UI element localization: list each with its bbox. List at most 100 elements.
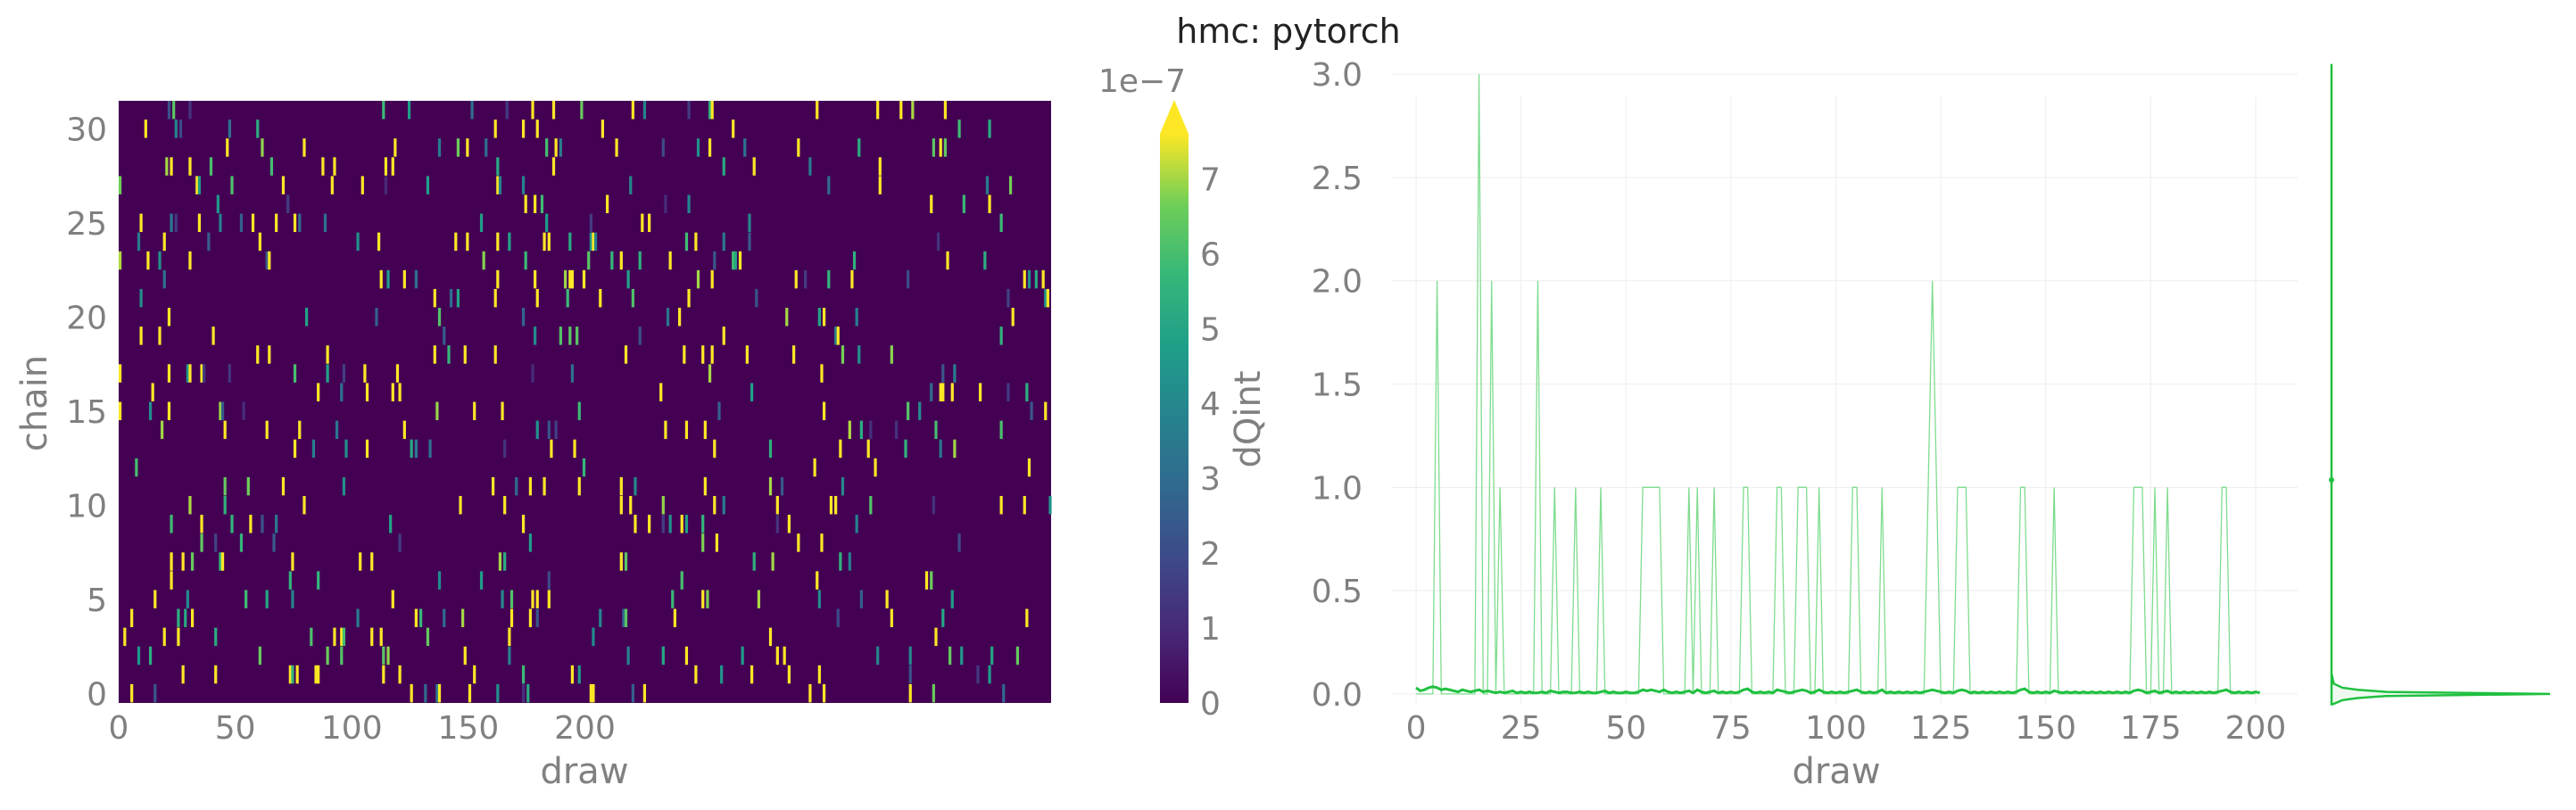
heatmap-cell xyxy=(326,646,329,665)
heatmap-cell xyxy=(286,194,290,213)
heatmap-cell xyxy=(732,120,735,138)
heatmap-cell xyxy=(834,326,838,345)
heatmap-cell xyxy=(638,326,642,345)
heatmap-cell xyxy=(615,138,618,157)
heatmap-cell xyxy=(911,101,915,120)
heatmap-cell xyxy=(738,251,742,270)
heatmap-cell xyxy=(535,120,539,138)
line-x-tick-label: 0 xyxy=(1406,710,1427,747)
heatmap-cell xyxy=(683,345,686,364)
heatmap-cell xyxy=(505,101,509,120)
heatmap-cell xyxy=(631,101,634,120)
heatmap-cell xyxy=(498,552,502,571)
heatmap-cell xyxy=(745,345,749,364)
heatmap-cell xyxy=(521,515,526,533)
heatmap-cell xyxy=(717,401,721,420)
heatmap-cell xyxy=(908,683,912,703)
heatmap-cell xyxy=(748,213,751,233)
heatmap-cell xyxy=(153,590,157,608)
heatmap-cell xyxy=(386,269,390,289)
heatmap-x-label: draw xyxy=(540,751,628,792)
heatmap-cell xyxy=(592,627,595,647)
heatmap-cell xyxy=(827,269,831,289)
heatmap-cell xyxy=(447,345,451,364)
heatmap-cell xyxy=(172,101,176,120)
colorbar-tick-label: 5 xyxy=(1200,311,1221,348)
heatmap-cell xyxy=(223,476,227,496)
heatmap-cell xyxy=(398,533,402,552)
heatmap-cell xyxy=(876,101,880,120)
heatmap-cell xyxy=(1006,383,1010,401)
heatmap-cell xyxy=(732,251,735,270)
heatmap-cell xyxy=(768,627,773,647)
heatmap-x-tick-label: 0 xyxy=(109,710,129,747)
heatmap-cell xyxy=(687,194,691,213)
heatmap-cell xyxy=(524,251,527,270)
heatmap-cell xyxy=(137,646,141,665)
heatmap-cell xyxy=(918,401,922,420)
heatmap-cell xyxy=(402,269,406,289)
heatmap-cell xyxy=(534,269,537,289)
heatmap-cell xyxy=(1025,383,1029,401)
heatmap-cell xyxy=(356,232,360,252)
heatmap-cell xyxy=(1002,683,1006,703)
heatmap-cell xyxy=(174,213,178,233)
heatmap-y-tick-label: 15 xyxy=(66,394,107,431)
heatmap-cell xyxy=(223,495,227,515)
heatmap-cell xyxy=(1027,458,1031,477)
heatmap-cell xyxy=(437,138,442,157)
heatmap-cell xyxy=(508,232,511,252)
heatmap-cell xyxy=(496,232,500,252)
heatmap-cell xyxy=(950,590,954,608)
heatmap-x-tick-label: 200 xyxy=(554,710,616,747)
heatmap-cell xyxy=(1008,176,1013,194)
heatmap-cell xyxy=(223,420,227,440)
heatmap-cell xyxy=(443,608,446,628)
heatmap-cell xyxy=(515,476,518,496)
heatmap-cell xyxy=(715,533,719,552)
heatmap-cell xyxy=(342,476,346,496)
heatmap-cell xyxy=(485,138,488,157)
heatmap-cell xyxy=(463,646,467,665)
heatmap-cell xyxy=(463,345,467,364)
heatmap-cell xyxy=(673,608,676,628)
heatmap-cell xyxy=(340,383,344,401)
heatmap-cell xyxy=(493,120,497,138)
heatmap-cell xyxy=(496,269,500,289)
heatmap-cell xyxy=(661,515,665,533)
heatmap-cell xyxy=(841,345,845,364)
heatmap-cell xyxy=(932,138,935,157)
heatmap-cell xyxy=(619,476,623,496)
heatmap-cell xyxy=(684,420,689,440)
heatmap-cell xyxy=(435,401,439,420)
line-x-tick-label: 175 xyxy=(2120,710,2182,747)
heatmap-cell xyxy=(256,345,260,364)
heatmap-cell xyxy=(228,120,231,138)
heatmap-cell xyxy=(816,101,819,120)
heatmap-cell xyxy=(848,420,851,440)
heatmap-cell xyxy=(503,439,507,459)
heatmap-cell xyxy=(787,515,791,533)
heatmap-x-tick-label: 50 xyxy=(215,710,256,747)
heatmap-cell xyxy=(197,176,202,194)
heatmap-cell xyxy=(398,383,402,401)
heatmap-cell xyxy=(473,665,476,684)
heatmap-cell xyxy=(855,308,858,326)
heatmap-cell xyxy=(750,383,754,401)
heatmap-cell xyxy=(983,251,987,270)
heatmap-cell xyxy=(340,646,344,665)
heatmap-cell xyxy=(619,495,623,515)
heatmap-cell xyxy=(188,251,192,270)
heatmap-cell xyxy=(377,232,381,252)
heatmap-cell xyxy=(827,176,831,194)
heatmap-cell xyxy=(943,101,948,120)
heatmap-cell xyxy=(642,683,647,703)
heatmap-cell xyxy=(904,439,907,459)
heatmap-panel: 0 50 100 150 200 0 5 10 15 20 25 30 draw chain xyxy=(14,101,1052,792)
heatmap-cell xyxy=(554,138,558,157)
heatmap-cell xyxy=(661,646,665,665)
heatmap-cell xyxy=(874,458,877,477)
heatmap-cell xyxy=(468,683,472,703)
heatmap-cell xyxy=(953,439,957,459)
